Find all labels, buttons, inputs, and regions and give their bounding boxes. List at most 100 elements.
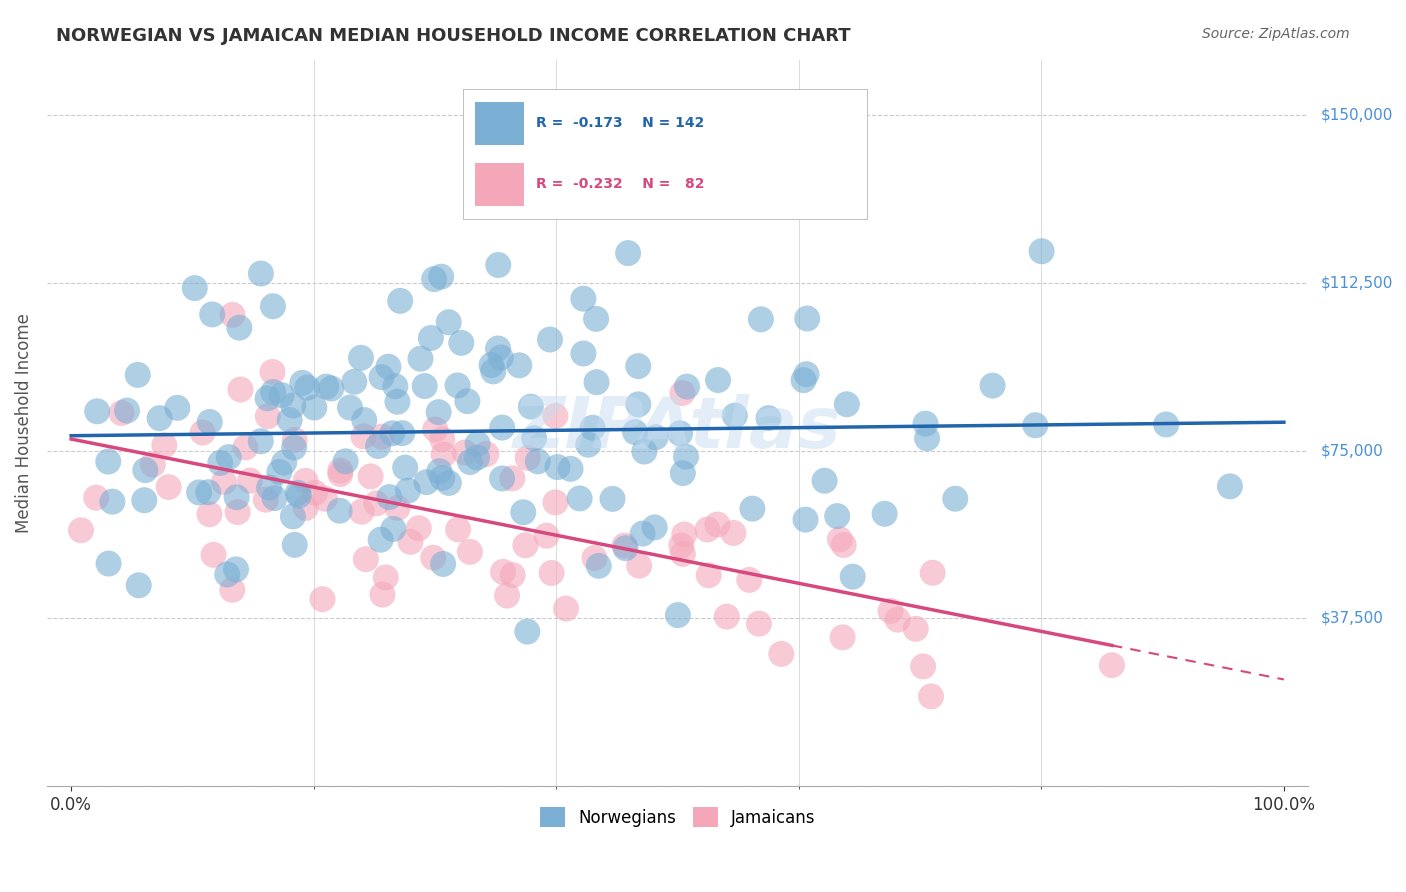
Point	[432, 433, 454, 447]
Point	[184, 281, 207, 295]
Point	[153, 438, 176, 452]
Point	[382, 522, 405, 536]
Point	[644, 520, 666, 534]
Point	[723, 526, 745, 541]
Point	[796, 311, 818, 326]
Point	[422, 550, 444, 565]
Point	[294, 500, 316, 515]
Point	[291, 376, 314, 390]
Point	[491, 420, 513, 434]
Point	[371, 588, 394, 602]
Point	[981, 378, 1004, 392]
Point	[249, 434, 271, 449]
Point	[1219, 479, 1241, 493]
Text: $112,500: $112,500	[1320, 276, 1393, 291]
Point	[226, 505, 249, 519]
Point	[546, 460, 568, 475]
Point	[458, 545, 481, 559]
Point	[572, 292, 595, 306]
Point	[502, 568, 524, 582]
Point	[413, 379, 436, 393]
Point	[284, 538, 307, 552]
Point	[943, 491, 966, 506]
Point	[304, 401, 326, 415]
Point	[335, 454, 357, 468]
Point	[724, 409, 747, 423]
Point	[583, 551, 606, 566]
Point	[221, 582, 243, 597]
Point	[419, 331, 441, 345]
Point	[627, 397, 650, 411]
Point	[627, 359, 650, 373]
Point	[86, 404, 108, 418]
Point	[197, 485, 219, 500]
Point	[486, 342, 509, 356]
Point	[128, 578, 150, 592]
Point	[229, 383, 252, 397]
Point	[696, 523, 718, 537]
Point	[329, 464, 352, 478]
Point	[263, 491, 285, 505]
Point	[198, 507, 221, 521]
Point	[873, 507, 896, 521]
Point	[793, 373, 815, 387]
Point	[396, 483, 419, 498]
Point	[486, 258, 509, 272]
Text: $75,000: $75,000	[1320, 443, 1384, 458]
Point	[481, 358, 503, 372]
Point	[914, 417, 936, 431]
Point	[221, 308, 243, 322]
Point	[278, 413, 301, 427]
Point	[343, 375, 366, 389]
Point	[283, 441, 305, 455]
Point	[673, 527, 696, 541]
Point	[666, 608, 689, 623]
Y-axis label: Median Household Income: Median Household Income	[15, 313, 32, 533]
Point	[676, 379, 699, 393]
Point	[202, 548, 225, 562]
Point	[446, 378, 468, 392]
Point	[738, 573, 761, 587]
Point	[288, 489, 311, 503]
Point	[1101, 658, 1123, 673]
Point	[387, 500, 409, 515]
Point	[134, 493, 156, 508]
Text: Source: ZipAtlas.com: Source: ZipAtlas.com	[1202, 27, 1350, 41]
Point	[433, 448, 456, 462]
Point	[581, 421, 603, 435]
Point	[304, 485, 326, 500]
Point	[432, 471, 454, 485]
Point	[523, 431, 546, 445]
Point	[353, 429, 375, 443]
Point	[423, 272, 446, 286]
Point	[572, 346, 595, 360]
Point	[613, 539, 636, 553]
Point	[544, 495, 567, 509]
Point	[254, 492, 277, 507]
Point	[409, 351, 432, 366]
Point	[437, 475, 460, 490]
Point	[228, 320, 250, 334]
Point	[516, 450, 538, 465]
Point	[97, 454, 120, 468]
Point	[489, 351, 512, 365]
Point	[832, 538, 855, 552]
Point	[370, 533, 392, 547]
Point	[450, 335, 472, 350]
Point	[257, 480, 280, 494]
Point	[447, 522, 470, 536]
Point	[921, 566, 943, 580]
Point	[454, 445, 477, 459]
Point	[430, 269, 453, 284]
Point	[191, 425, 214, 440]
Point	[339, 401, 361, 415]
Point	[415, 475, 437, 490]
Point	[716, 609, 738, 624]
Point	[841, 569, 863, 583]
Point	[496, 589, 519, 603]
Point	[371, 430, 394, 444]
Point	[321, 382, 343, 396]
Point	[188, 485, 211, 500]
Point	[697, 568, 720, 582]
Point	[283, 399, 305, 413]
